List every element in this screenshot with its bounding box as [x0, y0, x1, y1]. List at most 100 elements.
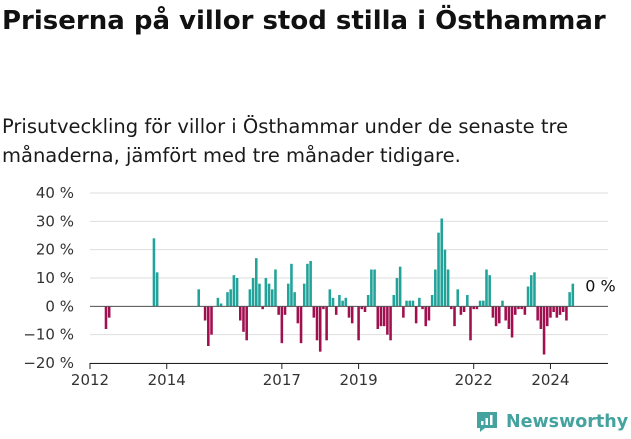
bar [526, 286, 530, 307]
annotations: 0 % [585, 276, 615, 295]
bar [542, 306, 546, 355]
bar [283, 306, 287, 315]
bar [482, 300, 485, 307]
bar [536, 306, 539, 321]
x-tick-label: 2019 [339, 371, 377, 389]
bar [197, 289, 200, 307]
y-tick-label: 40 % [36, 184, 74, 202]
bar [341, 300, 344, 307]
bar [494, 306, 498, 327]
bar [104, 306, 108, 329]
bar [402, 306, 405, 318]
bar [555, 306, 559, 318]
bar [248, 289, 252, 307]
bar [254, 258, 258, 307]
bar [242, 306, 245, 332]
bar [312, 306, 316, 318]
bar [517, 306, 520, 310]
bar [469, 306, 472, 341]
brand-name: Newsworthy [506, 412, 629, 432]
bar [491, 306, 495, 318]
bar [370, 269, 373, 307]
bar [395, 278, 399, 307]
bar [558, 306, 562, 315]
bar [382, 306, 386, 327]
bar [315, 306, 319, 341]
bar [379, 306, 383, 327]
y-tick-label: 10 % [36, 269, 74, 287]
bar [360, 306, 364, 310]
bar [309, 261, 312, 307]
bar [459, 306, 463, 315]
bar [501, 300, 504, 307]
bar [261, 306, 264, 310]
bar [478, 300, 482, 307]
bar [408, 300, 412, 307]
bar [207, 306, 210, 346]
bar [549, 306, 552, 318]
bar [293, 292, 296, 307]
bar [203, 306, 207, 321]
chart-subtitle: Prisutveckling för villor i Östhammar un… [2, 115, 569, 167]
newsworthy-icon [477, 412, 497, 432]
bar [488, 275, 491, 307]
bar [561, 306, 565, 312]
bar [306, 263, 309, 307]
bar [210, 306, 213, 335]
bar [366, 295, 370, 307]
bar [267, 283, 271, 307]
bar [152, 238, 156, 307]
bar [475, 306, 479, 310]
bar [565, 306, 568, 321]
bar [245, 306, 248, 341]
bar [334, 306, 338, 315]
bar [344, 297, 348, 307]
bar [411, 300, 415, 307]
bar [302, 283, 306, 307]
bar [299, 306, 303, 344]
bar [216, 297, 220, 307]
bar [258, 283, 261, 307]
bar [434, 269, 437, 307]
bar [226, 292, 229, 307]
bars [90, 218, 608, 355]
bar [453, 306, 456, 327]
bar [424, 306, 428, 327]
bar [296, 306, 300, 324]
bar [456, 289, 459, 307]
bar [389, 306, 392, 341]
bar [443, 249, 447, 307]
bar [338, 295, 341, 307]
x-tick-label: 2022 [455, 371, 493, 389]
y-tick-label: 30 % [36, 212, 74, 230]
bar [440, 218, 444, 307]
bar [507, 306, 511, 329]
x-tick-label: 2024 [531, 371, 569, 389]
bar [219, 303, 223, 307]
bar [322, 306, 325, 310]
bar [414, 306, 418, 324]
bar [270, 289, 274, 307]
latest-value-label: 0 % [585, 276, 615, 295]
bar [398, 266, 402, 307]
bar-chart: 40 %30 %20 %10 %0 %−10 %−20 % 2012 2014 20… [23, 184, 615, 389]
bar [510, 306, 514, 338]
bar [485, 269, 488, 307]
bar [277, 306, 280, 315]
bar [427, 306, 431, 321]
bar [357, 306, 360, 341]
bar [331, 297, 335, 307]
bar [235, 278, 239, 307]
bar [568, 292, 571, 307]
bar [437, 232, 440, 307]
bar [232, 275, 236, 307]
x-axis: 2012 2014 2017 2019 2022 2024 [71, 363, 608, 389]
bar [430, 295, 434, 307]
bar [498, 306, 501, 324]
bar [107, 306, 111, 318]
bar [462, 306, 466, 312]
y-tick-label: −10 % [23, 326, 74, 344]
bar [155, 272, 159, 307]
bar [552, 306, 555, 312]
bar [571, 283, 575, 307]
